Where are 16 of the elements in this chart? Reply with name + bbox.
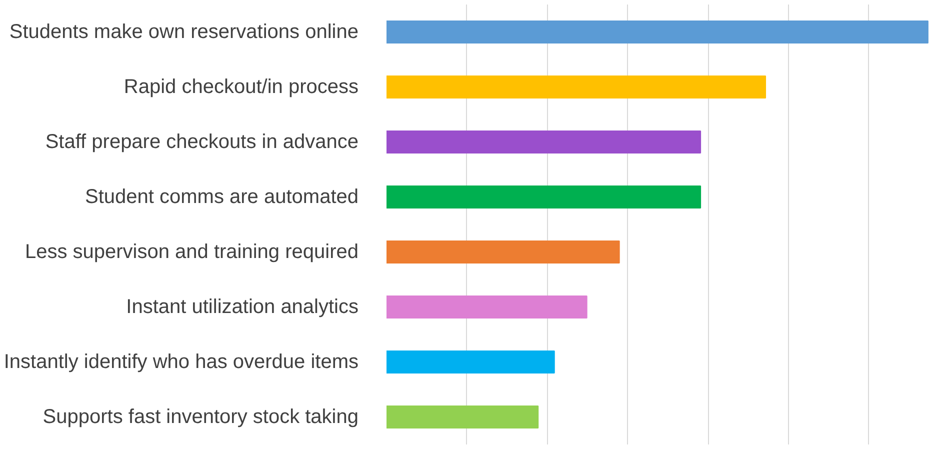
bar <box>386 20 928 44</box>
y-tick-label: Students make own reservations online <box>9 21 359 43</box>
bar <box>386 350 555 374</box>
y-tick-label: Less supervison and training required <box>24 241 359 263</box>
bar <box>386 76 766 98</box>
bar <box>386 130 702 154</box>
bar <box>386 186 702 208</box>
bar <box>386 240 620 264</box>
y-tick-label: Supports fast inventory stock taking <box>42 406 359 428</box>
y-tick-label: Staff prepare checkouts in advance <box>45 131 359 153</box>
y-tick-label: Student comms are automated <box>85 186 359 208</box>
y-tick-label: Instantly identify who has overdue items <box>4 351 359 373</box>
y-tick-label: Rapid checkout/in process <box>124 76 359 98</box>
y-tick-label: Instant utilization analytics <box>126 296 358 318</box>
bar <box>386 296 588 318</box>
bar <box>386 406 539 428</box>
